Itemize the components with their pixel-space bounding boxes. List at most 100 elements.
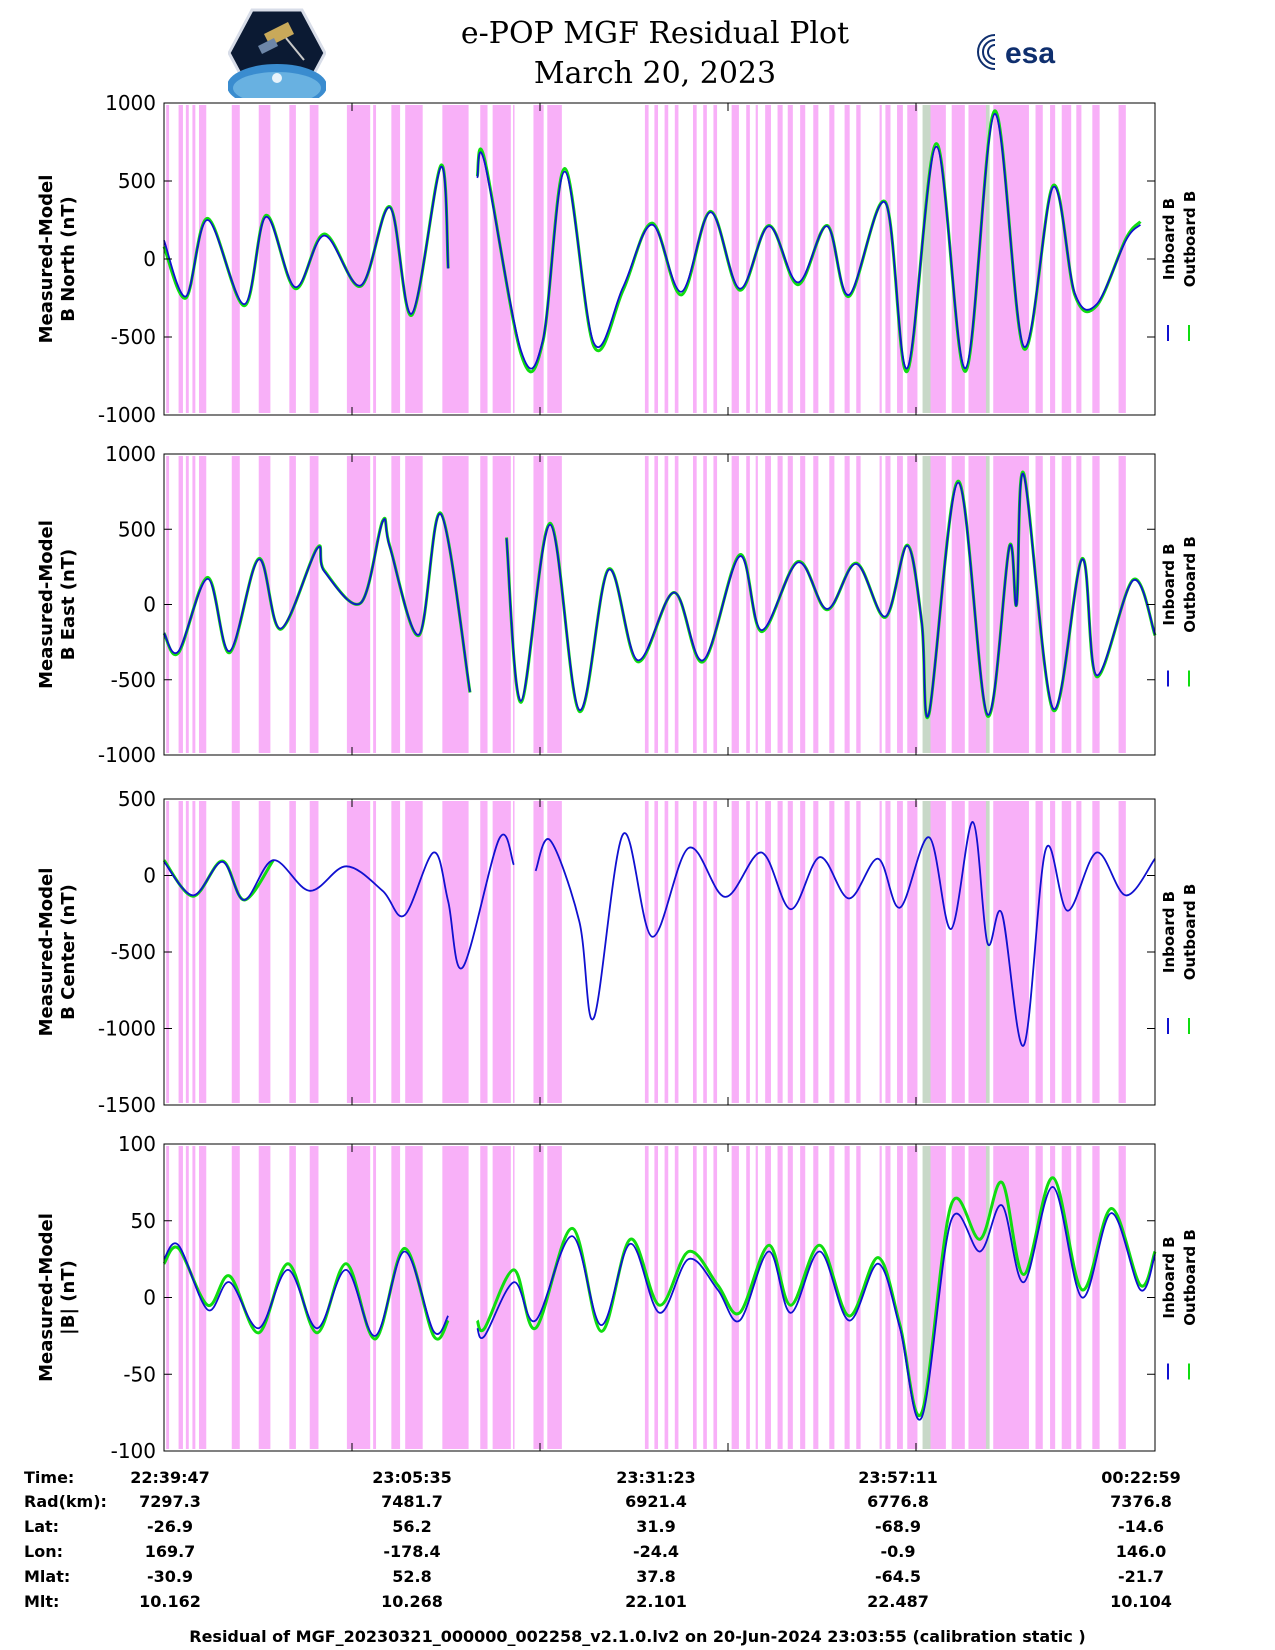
highlight-band — [480, 801, 488, 1103]
highlight-band — [373, 456, 377, 753]
footer-caption: Residual of MGF_20230321_000000_002258_v… — [189, 1627, 1086, 1646]
highlight-band — [1035, 105, 1043, 413]
y-tick-label: 1000 — [105, 91, 156, 115]
highlight-band — [885, 105, 891, 413]
highlight-band — [787, 105, 793, 413]
highlight-band — [644, 456, 649, 753]
highlight-band — [879, 1146, 882, 1449]
row-label-mlt: Mlt: — [24, 1592, 60, 1611]
highlight-band — [644, 1146, 649, 1449]
highlight-band — [442, 456, 469, 753]
highlight-band — [1050, 1146, 1056, 1449]
y-tick-label: -50 — [123, 1362, 156, 1386]
highlight-band — [777, 801, 783, 1103]
highlight-band — [654, 1146, 659, 1449]
highlight-band — [907, 1146, 918, 1449]
highlight-band — [1076, 801, 1082, 1103]
highlight-band — [178, 1146, 183, 1449]
y-tick-label: 500 — [118, 787, 156, 811]
y-tick-label: -500 — [111, 668, 156, 692]
cell-time: 23:31:23 — [616, 1468, 696, 1487]
highlight-band — [1035, 1146, 1043, 1449]
highlight-band — [1061, 105, 1072, 413]
highlight-band — [547, 1146, 562, 1449]
y-tick-label: -500 — [111, 940, 156, 964]
highlight-band — [480, 105, 488, 413]
y-axis-label: Measured-ModelB Center (nT) — [36, 868, 79, 1037]
highlight-band — [1076, 456, 1082, 753]
highlight-band — [800, 1146, 806, 1449]
y-tick-label: 500 — [118, 169, 156, 193]
cell-lon: 169.7 — [144, 1542, 196, 1561]
highlight-band — [664, 801, 669, 1103]
highlight-band — [951, 456, 965, 753]
cell-lat: -68.9 — [874, 1517, 922, 1536]
highlight-band — [391, 801, 401, 1103]
highlight-band — [513, 1146, 515, 1449]
y-axis-label-line2: B East (nT) — [58, 549, 79, 661]
highlight-band — [258, 801, 271, 1103]
cell-time: 23:05:35 — [372, 1468, 452, 1487]
cell-mlt: 22.487 — [867, 1592, 929, 1611]
cell-lon: 146.0 — [1115, 1542, 1167, 1561]
highlight-band — [231, 1146, 240, 1449]
highlight-band — [777, 1146, 783, 1449]
highlight-band — [674, 801, 679, 1103]
y-tick-label: -1000 — [98, 743, 156, 767]
highlight-band — [731, 801, 739, 1103]
highlight-band — [829, 801, 835, 1103]
highlight-band — [765, 1146, 771, 1449]
highlight-band — [856, 105, 861, 413]
highlight-band — [1050, 105, 1056, 413]
y-axis-label-line1: Measured-Model — [36, 175, 57, 344]
highlight-band — [198, 105, 207, 413]
y-axis-label-line1: Measured-Model — [36, 1213, 57, 1382]
highlight-band — [289, 801, 296, 1103]
highlight-band — [346, 801, 371, 1103]
highlight-band — [755, 801, 758, 1103]
highlight-band — [405, 105, 423, 413]
highlight-band — [533, 801, 544, 1103]
highlight-band — [547, 105, 562, 413]
highlight-band — [442, 1146, 469, 1449]
highlight-band — [800, 456, 806, 753]
highlight-band — [289, 105, 296, 413]
highlight-band — [198, 801, 207, 1103]
title-line-1: e-POP MGF Residual Plot — [460, 16, 850, 51]
highlight-band — [968, 801, 989, 1103]
highlight-band — [703, 801, 707, 1103]
highlight-band — [829, 105, 835, 413]
gray-band — [922, 801, 931, 1103]
gray-band — [985, 801, 990, 1103]
highlight-band — [731, 456, 739, 753]
highlight-band — [373, 105, 377, 413]
highlight-band — [993, 1146, 1029, 1449]
highlight-band — [693, 1146, 697, 1449]
series-line-inboard — [163, 166, 450, 315]
highlight-band — [885, 801, 891, 1103]
highlight-band — [513, 801, 515, 1103]
y-tick-label: 50 — [131, 1209, 156, 1233]
highlight-band — [309, 105, 319, 413]
legend-inboard-label: Inboard B — [1160, 198, 1178, 280]
highlight-band — [1118, 1146, 1126, 1449]
highlight-band — [703, 1146, 707, 1449]
highlight-band — [800, 105, 806, 413]
highlight-band — [289, 456, 296, 753]
y-tick-label: 0 — [143, 247, 156, 271]
highlight-band — [813, 1146, 819, 1449]
cell-mlt: 10.104 — [1110, 1592, 1172, 1611]
highlight-band — [373, 1146, 377, 1449]
highlight-band — [480, 1146, 488, 1449]
cell-mlat: -30.9 — [146, 1567, 194, 1586]
highlight-band — [1061, 801, 1072, 1103]
legend-inboard-label: Inboard B — [1160, 891, 1178, 973]
row-label-lon: Lon: — [24, 1542, 63, 1561]
y-tick-label: 0 — [143, 593, 156, 617]
highlight-band — [713, 105, 718, 413]
series-line-inboard — [163, 833, 515, 970]
highlight-band — [787, 1146, 793, 1449]
highlight-band — [693, 801, 697, 1103]
cell-lat: -14.6 — [1117, 1517, 1165, 1536]
highlight-band — [178, 105, 183, 413]
